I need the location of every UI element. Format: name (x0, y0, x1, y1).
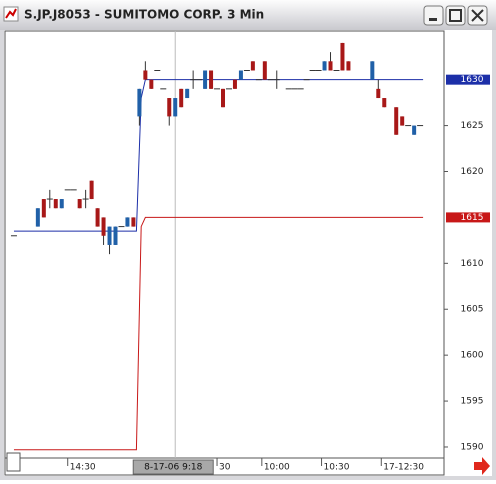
y-tick-label: 1590 (461, 442, 484, 452)
title-bar (0, 0, 496, 30)
candle-body (113, 226, 118, 245)
x-tick-label: 17-12:30 (383, 463, 424, 473)
candle-body (376, 88, 381, 99)
maximize-button[interactable] (445, 5, 466, 26)
candle-body (185, 88, 190, 99)
candle-body (77, 199, 82, 209)
candle-body (41, 199, 46, 218)
candle-body (232, 79, 237, 89)
last-value-badge (446, 212, 490, 223)
candle-body (95, 208, 100, 227)
candle-body (149, 79, 154, 89)
candle-body (131, 217, 136, 227)
candle-body (59, 199, 64, 209)
y-tick-label: 1610 (461, 259, 484, 269)
candle-body (209, 70, 214, 89)
app-icon-glyph (5, 8, 17, 19)
x-tick-label: 30 (219, 463, 231, 473)
candle-body (400, 116, 405, 126)
x-axis-strip (4, 457, 445, 476)
scroll-box[interactable] (6, 452, 21, 472)
window-title: S.JP.J8053 - SUMITOMO CORP. 3 Min (24, 8, 264, 22)
candle-body (221, 88, 226, 108)
candle-body (167, 98, 172, 117)
candle-body (412, 125, 417, 135)
candle-body (179, 88, 184, 108)
candle-body (203, 70, 208, 89)
x-tick-label: 10:00 (264, 463, 290, 473)
x-tick-label: 14:30 (70, 463, 96, 473)
y-tick-label: 1620 (461, 167, 484, 177)
last-value-label: 1615 (461, 213, 484, 223)
candle-body (382, 98, 387, 108)
candle-body (125, 217, 130, 227)
close-button[interactable] (467, 5, 488, 26)
last-value-badge (446, 74, 490, 85)
candle-body (394, 107, 399, 135)
candle-body (107, 226, 112, 245)
indicator-line (13, 216, 424, 451)
candle-body (89, 180, 94, 200)
candle-body (35, 208, 40, 227)
candle-body (340, 42, 345, 71)
y-tick-label: 1600 (461, 351, 484, 361)
candle-body (328, 61, 333, 71)
candle-body (137, 88, 142, 117)
y-tick-label: 1605 (461, 305, 484, 315)
candle-body (346, 61, 351, 71)
candle-body (238, 70, 243, 80)
candle-body (250, 61, 255, 71)
candle-body (143, 70, 148, 80)
y-tick-label: 1595 (461, 397, 484, 407)
last-value-label: 1630 (461, 75, 484, 85)
candle-body (262, 61, 267, 80)
cursor-label-box (132, 459, 214, 475)
candle-body (173, 98, 178, 117)
cursor-label: 8-17-06 9:18 (144, 463, 202, 473)
candle-body (101, 217, 106, 236)
y-tick-label: 1625 (461, 121, 484, 131)
candle-body (370, 61, 375, 80)
minimize-button[interactable] (423, 5, 444, 26)
candle-body (322, 61, 327, 71)
x-tick-label: 10:30 (324, 463, 350, 473)
scroll-arrow[interactable] (474, 457, 490, 475)
candle-body (53, 199, 58, 209)
